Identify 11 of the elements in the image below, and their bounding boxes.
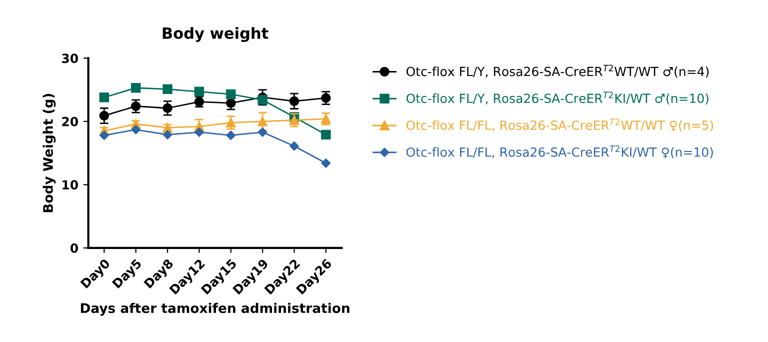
y-tick-label: 20	[62, 116, 78, 126]
legend-label: Otc-flox FL/Y, Rosa26-SA-CreER$^{T2}$WT/WT ♂(n=4)	[406, 64, 709, 78]
x-axis-title: Days after tamoxifen administration	[80, 302, 350, 316]
legend-label: Otc-flox FL/FL, Rosa26-SA-CreER$^{T2}$WT/WT ♀(n=5)	[406, 118, 714, 132]
y-tick-label: 0	[70, 243, 78, 253]
y-tick-label: 10	[62, 180, 78, 190]
y-tick-label: 30	[62, 54, 78, 64]
chart-title: Body weight	[162, 27, 268, 42]
y-axis-title: Body Weight (g)	[42, 94, 56, 212]
legend-label: Otc-flox FL/FL, Rosa26-SA-CreER$^{T2}$KI/WT ♀(n=10)	[406, 145, 713, 158]
legend-label: Otc-flox FL/Y, Rosa26-SA-CreER$^{T2}$KI/WT ♂(n=10)	[406, 92, 708, 105]
